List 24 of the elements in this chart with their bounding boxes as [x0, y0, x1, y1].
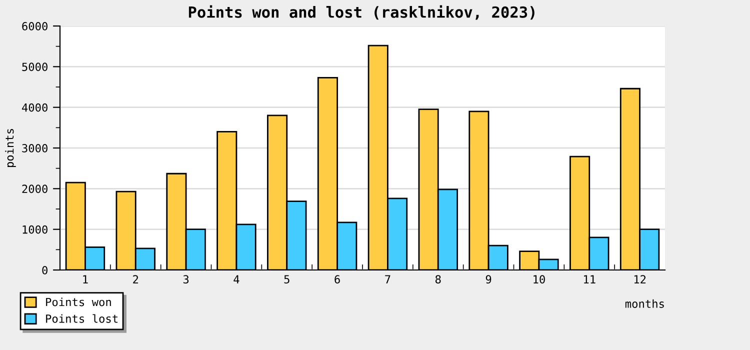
- y-tick-label: 6000: [22, 22, 48, 30]
- x-tick-label: 10: [534, 275, 545, 284]
- x-tick-label: 6: [334, 275, 340, 284]
- x-tick-label: 2: [133, 275, 138, 284]
- legend-label: Points lost: [46, 314, 118, 323]
- y-tick-label: 4000: [22, 103, 48, 112]
- x-tick-label: 5: [284, 275, 290, 284]
- x-tick-label: 1: [83, 275, 88, 284]
- y-tick-label: 1000: [22, 225, 48, 234]
- x-tick-label: 11: [584, 275, 596, 284]
- x-axis-title: months: [625, 299, 664, 308]
- y-tick-label: 0: [42, 266, 48, 274]
- chart-title: Points won and lost (rasklnikov, 2023): [188, 5, 534, 20]
- y-axis-title: points: [5, 129, 16, 168]
- x-tick-label: 3: [183, 275, 189, 284]
- x-tick-label: 8: [435, 275, 441, 284]
- x-tick-label: 12: [634, 275, 646, 284]
- legend-label: Points won: [46, 298, 111, 306]
- y-tick-label: 5000: [22, 62, 48, 72]
- x-tick-label: 4: [234, 275, 240, 284]
- y-tick-label: 2000: [22, 184, 48, 194]
- x-tick-label: 9: [486, 275, 492, 284]
- x-tick-label: 7: [385, 275, 390, 284]
- y-tick-label: 3000: [22, 144, 48, 152]
